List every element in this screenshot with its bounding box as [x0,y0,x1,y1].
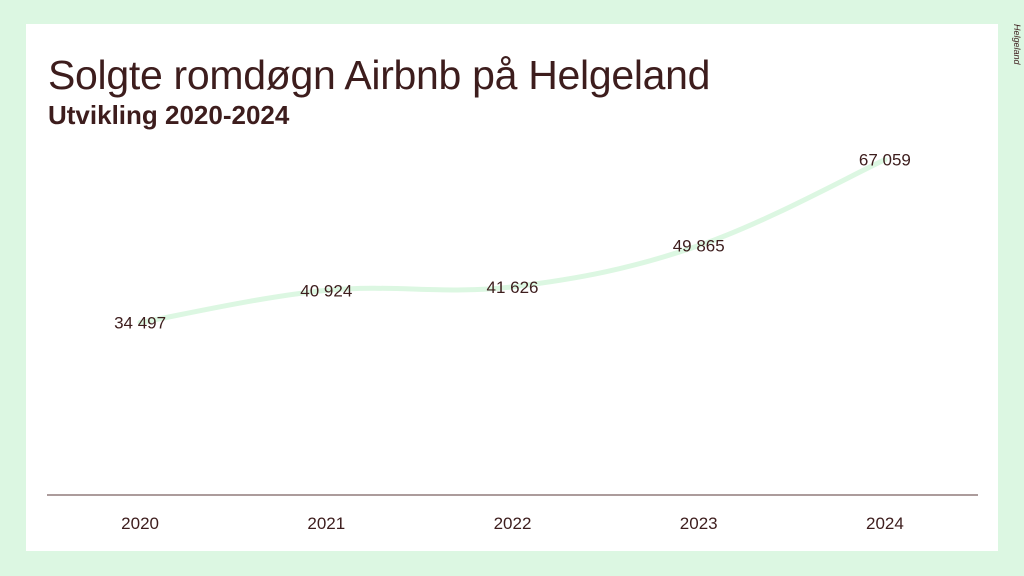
helgeland-logo-icon: Helgeland [1012,24,1022,65]
data-label: 49 865 [673,237,725,256]
brand-mark: Helgeland [1002,24,1022,76]
data-point [510,284,515,290]
data-label: 40 924 [300,281,352,300]
data-point [696,243,702,249]
data-label: 67 059 [859,151,911,170]
data-label: 41 626 [487,278,539,297]
slide-card: Solgte romdøgn Airbnb på Helgeland Utvik… [26,24,998,551]
data-point [323,287,329,293]
x-tick-label: 2023 [680,514,718,533]
x-tick-label: 2021 [307,514,345,533]
chart-subtitle: Utvikling 2020-2024 [48,100,290,130]
x-tick-label: 2024 [866,514,904,533]
chart-title: Solgte romdøgn Airbnb på Helgeland [48,52,711,98]
data-label: 34 497 [114,314,166,333]
series-line [137,157,888,326]
line-chart: 34 497 40 924 41 626 49 865 67 059 2020 2021 20… [47,151,978,533]
data-point [137,320,143,326]
x-tick-label: 2022 [494,514,532,533]
data-point [882,157,888,163]
x-tick-label: 2020 [121,514,159,533]
